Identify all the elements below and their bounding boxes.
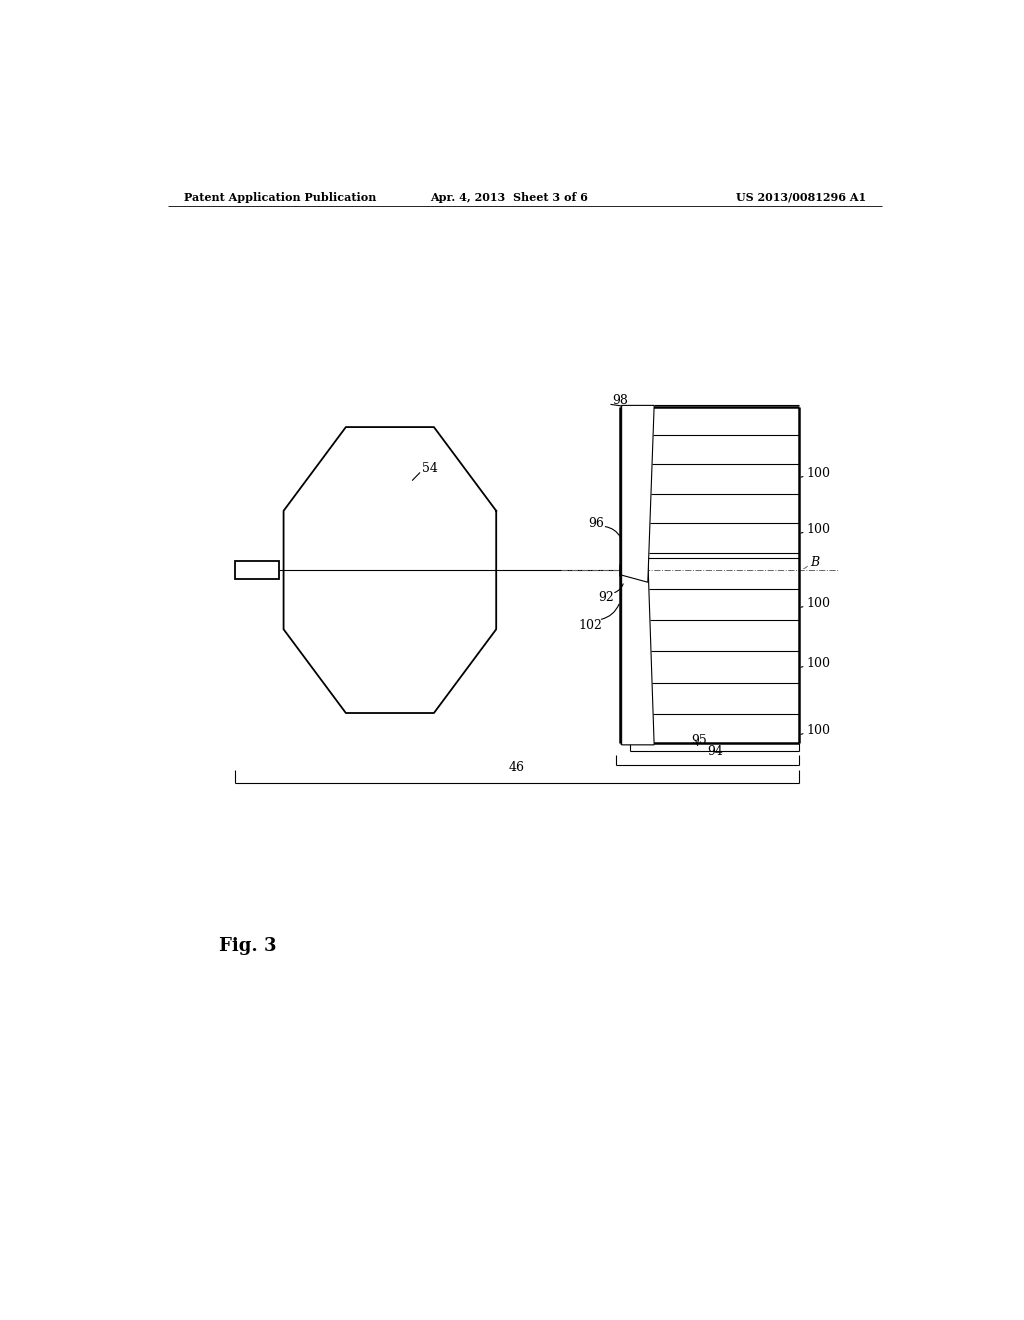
Text: 92: 92 [598, 591, 613, 605]
Text: US 2013/0081296 A1: US 2013/0081296 A1 [736, 191, 866, 202]
FancyArrowPatch shape [614, 583, 624, 593]
Text: 100: 100 [807, 597, 830, 610]
Text: 100: 100 [807, 467, 830, 480]
Text: 95: 95 [691, 734, 708, 747]
Text: 54: 54 [422, 462, 437, 475]
Text: 100: 100 [807, 657, 830, 671]
Text: Apr. 4, 2013  Sheet 3 of 6: Apr. 4, 2013 Sheet 3 of 6 [430, 191, 588, 202]
Bar [236, 561, 279, 579]
FancyArrowPatch shape [601, 605, 620, 619]
FancyArrowPatch shape [804, 566, 807, 569]
Text: B: B [811, 557, 819, 569]
Text: 96: 96 [588, 517, 604, 529]
FancyArrowPatch shape [605, 527, 621, 537]
Text: 100: 100 [807, 725, 830, 737]
Text: 100: 100 [807, 523, 830, 536]
Text: Fig. 3: Fig. 3 [219, 937, 276, 956]
Polygon shape [622, 405, 654, 582]
Text: Patent Application Publication: Patent Application Publication [183, 191, 376, 202]
Text: 46: 46 [509, 760, 525, 774]
Text: 98: 98 [612, 393, 628, 407]
Text: 94: 94 [708, 746, 723, 759]
Polygon shape [622, 558, 654, 744]
Text: 102: 102 [579, 619, 603, 632]
